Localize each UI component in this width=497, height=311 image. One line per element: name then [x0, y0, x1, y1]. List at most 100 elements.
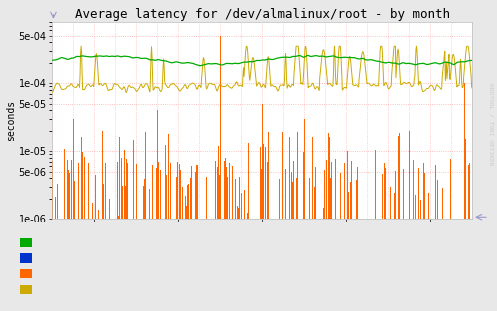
Bar [418, 168, 419, 311]
Bar [165, 145, 166, 311]
Bar [149, 189, 150, 311]
Bar [182, 187, 183, 311]
Bar [304, 119, 305, 311]
Bar [385, 169, 386, 311]
Bar [380, 164, 381, 311]
Bar [462, 159, 463, 311]
Bar [180, 170, 181, 311]
Bar [400, 224, 401, 311]
Bar [314, 187, 315, 311]
Bar [437, 180, 438, 311]
Bar [106, 207, 107, 311]
Bar [241, 193, 242, 311]
Bar [261, 163, 262, 311]
Bar [395, 171, 396, 311]
Bar [472, 155, 473, 311]
Bar [312, 137, 313, 311]
Bar [329, 173, 330, 311]
Bar [297, 132, 298, 311]
Bar [71, 160, 72, 311]
Text: 28.13u: 28.13u [251, 284, 286, 294]
Bar [270, 167, 271, 311]
Bar [92, 203, 93, 311]
Bar [249, 83, 250, 311]
Text: Max:: Max: [395, 232, 418, 242]
Bar [144, 179, 145, 311]
Bar [177, 162, 178, 311]
Bar [244, 145, 245, 311]
Bar [357, 167, 358, 311]
Bar [394, 193, 395, 311]
Bar [121, 158, 122, 311]
Bar [330, 178, 331, 311]
Bar [117, 162, 118, 311]
Bar [293, 161, 294, 311]
Bar [348, 192, 349, 311]
Bar [119, 137, 120, 311]
Bar [309, 178, 310, 311]
Bar [252, 194, 253, 311]
Bar [356, 180, 357, 311]
Text: Munin 2.0.56: Munin 2.0.56 [223, 304, 274, 310]
Bar [195, 172, 196, 311]
Bar [69, 173, 70, 311]
Bar [187, 185, 188, 311]
Bar [186, 206, 187, 311]
Bar [323, 208, 324, 311]
Text: Min:: Min: [251, 232, 274, 242]
Bar [215, 160, 216, 311]
Bar [217, 172, 218, 311]
Bar [194, 225, 195, 311]
Bar [420, 200, 421, 311]
Bar [403, 169, 404, 311]
Bar [152, 172, 153, 311]
Text: 102.81u: 102.81u [321, 253, 362, 263]
Text: IO Wait time: IO Wait time [38, 253, 109, 263]
Bar [152, 165, 153, 311]
Bar [68, 170, 69, 311]
Bar [224, 161, 225, 311]
Bar [197, 173, 198, 311]
Text: 102.81u: 102.81u [321, 284, 362, 294]
Bar [384, 163, 385, 311]
Bar [350, 182, 351, 311]
Text: Read IO Wait time: Read IO Wait time [38, 269, 138, 279]
Text: 0.00: 0.00 [251, 269, 274, 279]
Bar [267, 162, 268, 311]
Bar [410, 163, 411, 311]
Bar [244, 190, 245, 311]
Bar [232, 166, 233, 311]
Bar [126, 159, 127, 311]
Bar [347, 151, 348, 311]
Bar [109, 199, 110, 311]
Bar [55, 197, 56, 311]
Bar [335, 160, 336, 311]
Text: 0.00: 0.00 [181, 269, 205, 279]
Text: 28.13u: 28.13u [251, 253, 286, 263]
Bar [136, 164, 137, 311]
Bar [389, 171, 390, 311]
Bar [399, 132, 400, 311]
Bar [390, 187, 391, 311]
Bar [156, 168, 157, 311]
Bar [280, 193, 281, 311]
Bar [98, 210, 99, 311]
Bar [235, 174, 236, 311]
Bar [250, 158, 251, 311]
Bar [168, 158, 169, 311]
Text: 1.87m: 1.87m [395, 269, 424, 279]
Bar [118, 216, 119, 311]
Bar [296, 178, 297, 311]
Bar [206, 177, 207, 311]
Bar [326, 160, 327, 311]
Bar [143, 186, 144, 311]
Title: Average latency for /dev/almalinux/root - by month: Average latency for /dev/almalinux/root … [75, 7, 450, 21]
Bar [78, 163, 79, 311]
Bar [239, 177, 240, 311]
Bar [73, 119, 74, 311]
Bar [226, 164, 227, 311]
Bar [125, 186, 126, 311]
Bar [261, 169, 262, 311]
Bar [416, 146, 417, 311]
Bar [57, 184, 58, 311]
